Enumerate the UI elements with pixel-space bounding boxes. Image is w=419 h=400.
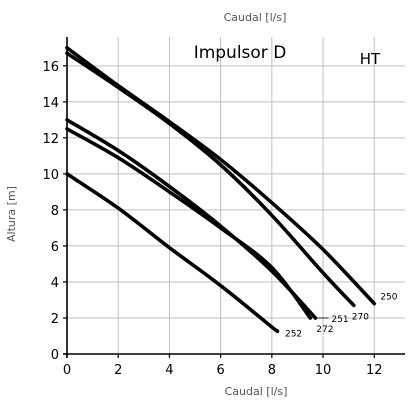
x-tick-label: 12 <box>366 363 383 378</box>
y-tick-label: 6 <box>51 240 59 255</box>
y-tick-label: 0 <box>51 348 59 363</box>
y-axis-label: Altura [m] <box>5 186 18 242</box>
corner-label-ht: HT <box>360 50 381 68</box>
x-tick-label: 6 <box>216 363 224 378</box>
x-tick-label: 0 <box>63 363 71 378</box>
top-axis-label: Caudal [l/s] <box>224 11 287 24</box>
y-tick-label: 2 <box>51 312 59 327</box>
series-line-251 <box>65 118 318 320</box>
series-label-251: 251 <box>331 315 348 325</box>
x-axis-label: Caudal [l/s] <box>225 385 288 398</box>
y-tick-label: 14 <box>42 96 59 111</box>
x-tick-label: 4 <box>165 363 173 378</box>
series-line-270 <box>65 51 356 308</box>
x-tick-label: 10 <box>315 363 332 378</box>
series-label-250: 250 <box>380 293 397 303</box>
tick-labels: 0 2 4 6 8 10 12 0 2 4 6 8 10 12 14 16 <box>42 60 382 378</box>
chart-title: Impulsor D <box>194 43 287 63</box>
y-tick-label: 12 <box>42 132 59 147</box>
series-label-272: 272 <box>316 325 333 335</box>
y-tick-label: 8 <box>51 204 59 219</box>
series-line-272 <box>65 127 313 320</box>
y-tick-label: 10 <box>42 168 59 183</box>
series-lines <box>65 46 377 334</box>
series-line-252 <box>65 172 280 334</box>
y-tick-label: 16 <box>42 60 59 75</box>
y-tick-label: 4 <box>51 276 59 291</box>
axes <box>63 37 405 358</box>
x-tick-label: 2 <box>114 363 122 378</box>
series-label-252: 252 <box>285 330 302 340</box>
x-tick-label: 8 <box>268 363 276 378</box>
series-label-270: 270 <box>352 312 369 322</box>
